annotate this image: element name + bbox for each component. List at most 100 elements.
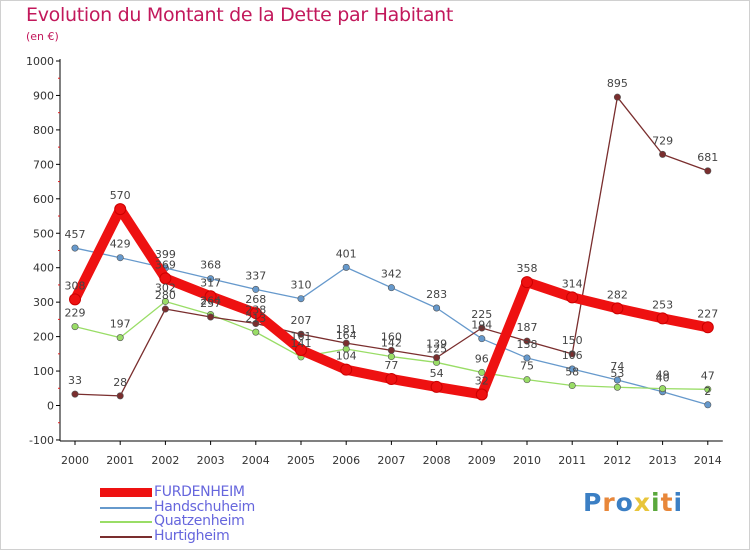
data-label: 28 (113, 376, 127, 389)
data-label: 53 (610, 367, 624, 380)
data-point (342, 263, 350, 271)
data-label: 358 (517, 262, 538, 275)
legend-swatch (100, 521, 152, 523)
data-label: 49 (656, 369, 670, 382)
data-point (161, 305, 169, 313)
data-point (252, 320, 260, 328)
data-point (656, 312, 669, 325)
data-label: 225 (471, 308, 492, 321)
y-tick-label: 0 (47, 400, 54, 413)
y-tick-label: 500 (33, 227, 54, 240)
logo-letter: P (583, 488, 603, 517)
x-tick-label: 2001 (106, 454, 134, 467)
x-tick-label: 2007 (377, 454, 405, 467)
data-label: 47 (701, 369, 715, 382)
data-point (297, 295, 305, 303)
data-label: 317 (200, 276, 221, 289)
x-tick-label: 2002 (151, 454, 179, 467)
logo-letter: i (651, 488, 661, 517)
data-point (433, 304, 441, 312)
data-label: 104 (336, 350, 357, 363)
data-label: 457 (65, 228, 86, 241)
data-point (701, 321, 714, 334)
y-tick-label: 300 (33, 296, 54, 309)
data-label: 401 (336, 247, 357, 260)
data-point (114, 203, 127, 216)
data-point (568, 350, 576, 358)
data-label: 197 (110, 318, 131, 331)
data-point (523, 354, 531, 362)
data-label: 257 (200, 297, 221, 310)
data-label: 302 (155, 281, 176, 294)
data-point (523, 376, 531, 384)
logo-letter: t (660, 488, 674, 517)
logo-letter: r (602, 488, 616, 517)
data-point (478, 335, 486, 343)
data-label: 96 (475, 352, 489, 365)
chart-subtitle: (en €) (26, 30, 59, 43)
data-label: 75 (520, 360, 534, 373)
logo-letter: x (633, 488, 651, 517)
x-tick-label: 2004 (242, 454, 270, 467)
chart-title: Evolution du Montant de la Dette par Hab… (26, 4, 454, 26)
x-tick-label: 2014 (694, 454, 722, 467)
data-point (568, 382, 576, 390)
data-label: 268 (245, 293, 266, 306)
data-point (613, 383, 621, 391)
data-label: 77 (384, 359, 398, 372)
data-label: 181 (336, 323, 357, 336)
legend-swatch (100, 488, 152, 497)
data-label: 238 (245, 304, 266, 317)
data-label: 310 (291, 279, 312, 292)
x-tick-label: 2013 (649, 454, 677, 467)
legend-label: Handschuheim (154, 498, 256, 515)
x-tick-label: 2008 (423, 454, 451, 467)
y-tick-label: 200 (33, 331, 54, 344)
data-label: 342 (381, 268, 402, 281)
legend-label: Quatzenheim (154, 513, 245, 529)
y-tick-label: 600 (33, 193, 54, 206)
data-point (69, 293, 81, 306)
data-point (71, 244, 79, 252)
y-tick-label: 900 (33, 89, 54, 102)
data-point (207, 313, 215, 321)
data-label: 194 (471, 319, 492, 332)
legend-label: Hurtigheim (154, 527, 230, 544)
data-point (252, 285, 260, 293)
x-tick-label: 2012 (603, 454, 631, 467)
y-tick-label: 100 (33, 365, 54, 378)
data-label: 142 (381, 337, 402, 350)
data-point (611, 302, 624, 315)
data-label: 368 (200, 259, 221, 272)
data-label: 160 (381, 330, 402, 343)
x-tick-label: 2003 (197, 454, 225, 467)
data-label: 399 (155, 248, 176, 261)
data-point (385, 372, 398, 385)
y-tick-label: 1000 (26, 55, 54, 68)
data-label: 264 (200, 295, 221, 308)
data-point (207, 275, 215, 283)
data-point (387, 346, 395, 354)
legend-label: FURDENHEIM (154, 484, 245, 500)
data-point (249, 307, 262, 320)
data-label: 164 (336, 329, 357, 342)
data-label: 141 (291, 337, 312, 350)
data-point (116, 392, 124, 400)
logo-letter: i (673, 488, 684, 517)
data-label: 895 (607, 77, 628, 90)
data-point (568, 365, 576, 373)
data-label: 32 (475, 374, 489, 387)
data-point (433, 354, 441, 362)
data-label: 125 (426, 342, 447, 355)
data-label: 207 (291, 314, 312, 327)
data-point (342, 339, 350, 347)
logo-letter: o (615, 488, 634, 517)
data-label: 187 (517, 321, 538, 334)
data-label: 681 (697, 151, 718, 164)
data-point (340, 363, 353, 376)
data-label: 253 (652, 298, 673, 311)
data-point (159, 272, 172, 285)
data-label: 2 (704, 385, 711, 398)
